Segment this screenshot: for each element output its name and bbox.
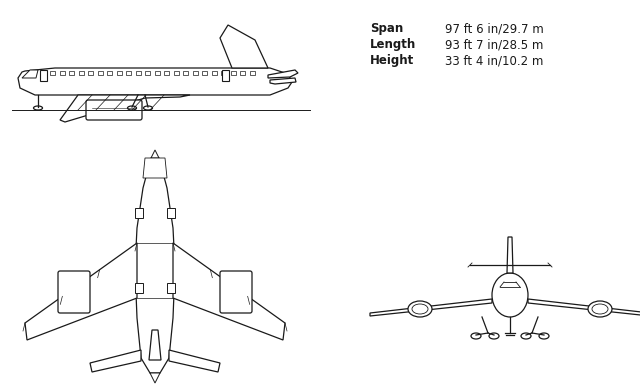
Polygon shape (169, 350, 220, 372)
Bar (240, 71, 245, 74)
Polygon shape (25, 243, 137, 340)
Polygon shape (60, 95, 190, 122)
Bar (145, 71, 150, 74)
Bar (50, 71, 55, 74)
Bar (167, 283, 175, 293)
Bar (167, 208, 175, 218)
Polygon shape (370, 299, 492, 316)
Bar (202, 71, 207, 74)
Bar (135, 208, 143, 218)
Bar (116, 71, 122, 74)
FancyBboxPatch shape (220, 271, 252, 313)
Ellipse shape (588, 301, 612, 317)
Bar (193, 71, 198, 74)
Ellipse shape (408, 301, 432, 317)
Bar (40, 70, 47, 81)
Polygon shape (143, 158, 167, 178)
Text: Height: Height (370, 54, 414, 67)
Bar (222, 70, 229, 81)
Bar (88, 71, 93, 74)
Ellipse shape (127, 106, 136, 110)
Ellipse shape (412, 304, 428, 314)
Bar (173, 71, 179, 74)
Polygon shape (270, 78, 296, 84)
Ellipse shape (592, 304, 608, 314)
Polygon shape (507, 237, 513, 273)
Polygon shape (18, 68, 292, 95)
Polygon shape (151, 150, 159, 158)
Polygon shape (149, 330, 161, 360)
Bar (230, 71, 236, 74)
Polygon shape (268, 70, 298, 78)
Bar (221, 71, 226, 74)
Polygon shape (135, 158, 175, 373)
Polygon shape (173, 243, 285, 340)
Bar (183, 71, 188, 74)
Bar (250, 71, 255, 74)
Ellipse shape (33, 106, 42, 110)
FancyBboxPatch shape (86, 100, 142, 120)
Ellipse shape (521, 333, 531, 339)
Text: 33 ft 4 in/10.2 m: 33 ft 4 in/10.2 m (445, 54, 543, 67)
Text: 93 ft 7 in/28.5 m: 93 ft 7 in/28.5 m (445, 38, 543, 51)
Bar (97, 71, 102, 74)
Bar (60, 71, 65, 74)
Ellipse shape (143, 106, 152, 110)
Bar (79, 71, 83, 74)
Ellipse shape (471, 333, 481, 339)
Ellipse shape (492, 273, 528, 317)
Text: 97 ft 6 in/29.7 m: 97 ft 6 in/29.7 m (445, 22, 544, 35)
Bar (154, 71, 159, 74)
Polygon shape (150, 373, 160, 383)
Ellipse shape (539, 333, 549, 339)
Polygon shape (22, 70, 38, 78)
Polygon shape (528, 299, 640, 316)
Bar (211, 71, 216, 74)
Ellipse shape (489, 333, 499, 339)
Text: Span: Span (370, 22, 403, 35)
Text: Length: Length (370, 38, 416, 51)
FancyBboxPatch shape (58, 271, 90, 313)
Bar (136, 71, 141, 74)
Bar (69, 71, 74, 74)
Bar (126, 71, 131, 74)
Polygon shape (220, 25, 268, 68)
Polygon shape (90, 350, 141, 372)
Bar (135, 283, 143, 293)
Bar (164, 71, 169, 74)
Bar (107, 71, 112, 74)
